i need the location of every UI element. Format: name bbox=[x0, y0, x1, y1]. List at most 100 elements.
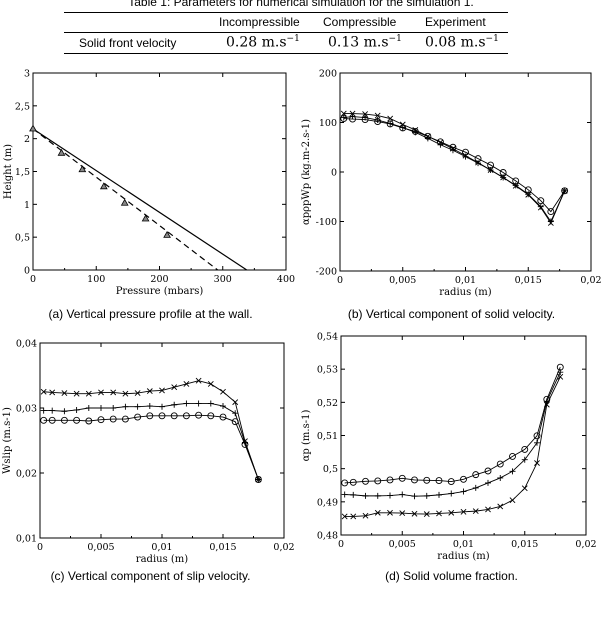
caption-a: (a) Vertical pressure profile at the wal… bbox=[48, 307, 253, 321]
table-value-incompressible: 0.28 m.s−1 bbox=[226, 34, 300, 51]
plus-marker bbox=[49, 407, 56, 414]
table-top-rule bbox=[64, 12, 508, 14]
x-marker bbox=[460, 508, 467, 515]
plus-marker bbox=[349, 113, 356, 120]
x-marker bbox=[110, 389, 117, 396]
x-marker bbox=[423, 511, 430, 518]
plus-marker bbox=[195, 400, 202, 407]
experiment-triangle-marker bbox=[163, 230, 171, 238]
series-line-x bbox=[343, 113, 566, 224]
caption-c: (c) Vertical component of slip velocity. bbox=[50, 569, 251, 583]
panel-slip-velocity: 0 0,005 0,01 0,015 0,02 0,01 0,02 0,03 0,04 radiu… bbox=[0, 326, 301, 620]
table-header-incompressible: Incompressible bbox=[219, 15, 300, 29]
experiment-triangle-marker bbox=[57, 148, 66, 156]
x-marker bbox=[146, 388, 153, 395]
circle-marker bbox=[109, 415, 117, 423]
experiment-triangle-marker bbox=[141, 214, 150, 222]
y-tick-label: 0,53 bbox=[317, 365, 338, 376]
x-marker bbox=[122, 390, 129, 397]
x-marker bbox=[340, 110, 347, 117]
plus-marker bbox=[122, 403, 129, 410]
plus-marker bbox=[487, 167, 494, 174]
plot-frame bbox=[340, 335, 587, 536]
x-tick-label: 0,01 bbox=[453, 539, 474, 550]
plus-marker bbox=[340, 114, 347, 121]
circle-marker bbox=[121, 415, 129, 423]
circle-marker bbox=[195, 411, 203, 419]
x-tick-label: 300 bbox=[214, 274, 232, 285]
x-marker bbox=[85, 390, 92, 397]
circle-marker bbox=[411, 476, 418, 484]
x-tick-label: 0,02 bbox=[580, 275, 601, 286]
plus-marker bbox=[183, 400, 190, 407]
y-tick-label: 0,03 bbox=[16, 404, 37, 415]
x-axis-label: Pressure (mbars) bbox=[116, 286, 204, 297]
plus-marker bbox=[561, 187, 568, 194]
plus-marker bbox=[485, 479, 491, 486]
x-marker bbox=[374, 509, 381, 516]
x-marker bbox=[387, 115, 394, 122]
plus-marker bbox=[40, 407, 47, 414]
plot-frame bbox=[339, 72, 592, 272]
y-tick-label: 0 bbox=[24, 266, 30, 277]
circle-marker bbox=[362, 477, 369, 485]
y-tick-label: 2 bbox=[24, 134, 30, 145]
series-line-plus bbox=[43, 402, 259, 480]
circle-marker bbox=[496, 460, 504, 468]
x-axis-label: radius (m) bbox=[136, 554, 188, 565]
plus-marker bbox=[534, 439, 540, 446]
x-marker bbox=[509, 497, 516, 504]
circle-marker bbox=[435, 477, 443, 485]
x-marker bbox=[436, 510, 442, 517]
x-marker bbox=[448, 509, 455, 516]
circle-marker bbox=[484, 467, 492, 475]
panel-pressure-profile: 0 100 200 300 400 0 0,5 1 1,5 2 2,5 3 Pressure (mbar… bbox=[0, 60, 301, 354]
table-value-experiment: 0.08 m.s−1 bbox=[425, 34, 499, 51]
circle-marker bbox=[374, 477, 382, 485]
plus-marker bbox=[73, 406, 80, 413]
circle-marker bbox=[447, 478, 455, 486]
x-marker bbox=[362, 111, 369, 118]
y-tick-label: 0 bbox=[331, 168, 337, 179]
plus-marker bbox=[362, 492, 369, 499]
experiment-triangle-marker bbox=[120, 198, 129, 206]
y-tick-label: 100 bbox=[319, 118, 337, 129]
circle-marker bbox=[134, 413, 142, 421]
y-tick-label: 200 bbox=[319, 69, 337, 80]
plus-marker bbox=[399, 491, 406, 498]
plot-frame bbox=[39, 342, 285, 539]
circle-marker bbox=[146, 412, 154, 420]
experiment-triangle-marker bbox=[78, 165, 87, 173]
x-marker bbox=[171, 384, 178, 391]
x-axis-label: radius (m) bbox=[437, 551, 489, 562]
x-marker bbox=[350, 513, 357, 520]
y-tick-label: 0,54 bbox=[317, 332, 338, 343]
plus-marker bbox=[61, 408, 68, 415]
y-tick-label: -200 bbox=[316, 267, 337, 278]
plus-marker bbox=[460, 488, 467, 495]
series-line-circle bbox=[43, 414, 259, 480]
x-marker bbox=[195, 377, 202, 384]
x-tick-label: 0,01 bbox=[455, 275, 476, 286]
plus-marker bbox=[424, 135, 431, 142]
panel-solid-velocity: 0 0,005 0,01 0,015 0,02 -200 -100 0 100 200 radius… bbox=[301, 60, 602, 354]
incompressible-line bbox=[32, 128, 248, 271]
plus-marker bbox=[412, 129, 419, 136]
table-row-label: Solid front velocity bbox=[79, 36, 177, 50]
x-tick-label: 200 bbox=[150, 274, 168, 285]
x-marker bbox=[159, 387, 165, 394]
circle-marker bbox=[73, 416, 81, 424]
x-marker bbox=[399, 510, 406, 517]
plus-marker bbox=[411, 493, 418, 500]
x-marker bbox=[134, 390, 141, 396]
x-tick-label: 0,01 bbox=[151, 542, 172, 553]
x-tick-label: 0 bbox=[338, 539, 344, 550]
y-tick-label: 0,04 bbox=[16, 339, 37, 350]
y-tick-label: 1 bbox=[24, 200, 30, 211]
x-marker bbox=[387, 509, 393, 516]
x-tick-label: 0,015 bbox=[511, 539, 538, 550]
y-tick-label: 0,52 bbox=[317, 398, 338, 409]
x-marker bbox=[411, 510, 418, 517]
x-marker bbox=[521, 485, 528, 492]
circle-marker bbox=[547, 208, 555, 216]
